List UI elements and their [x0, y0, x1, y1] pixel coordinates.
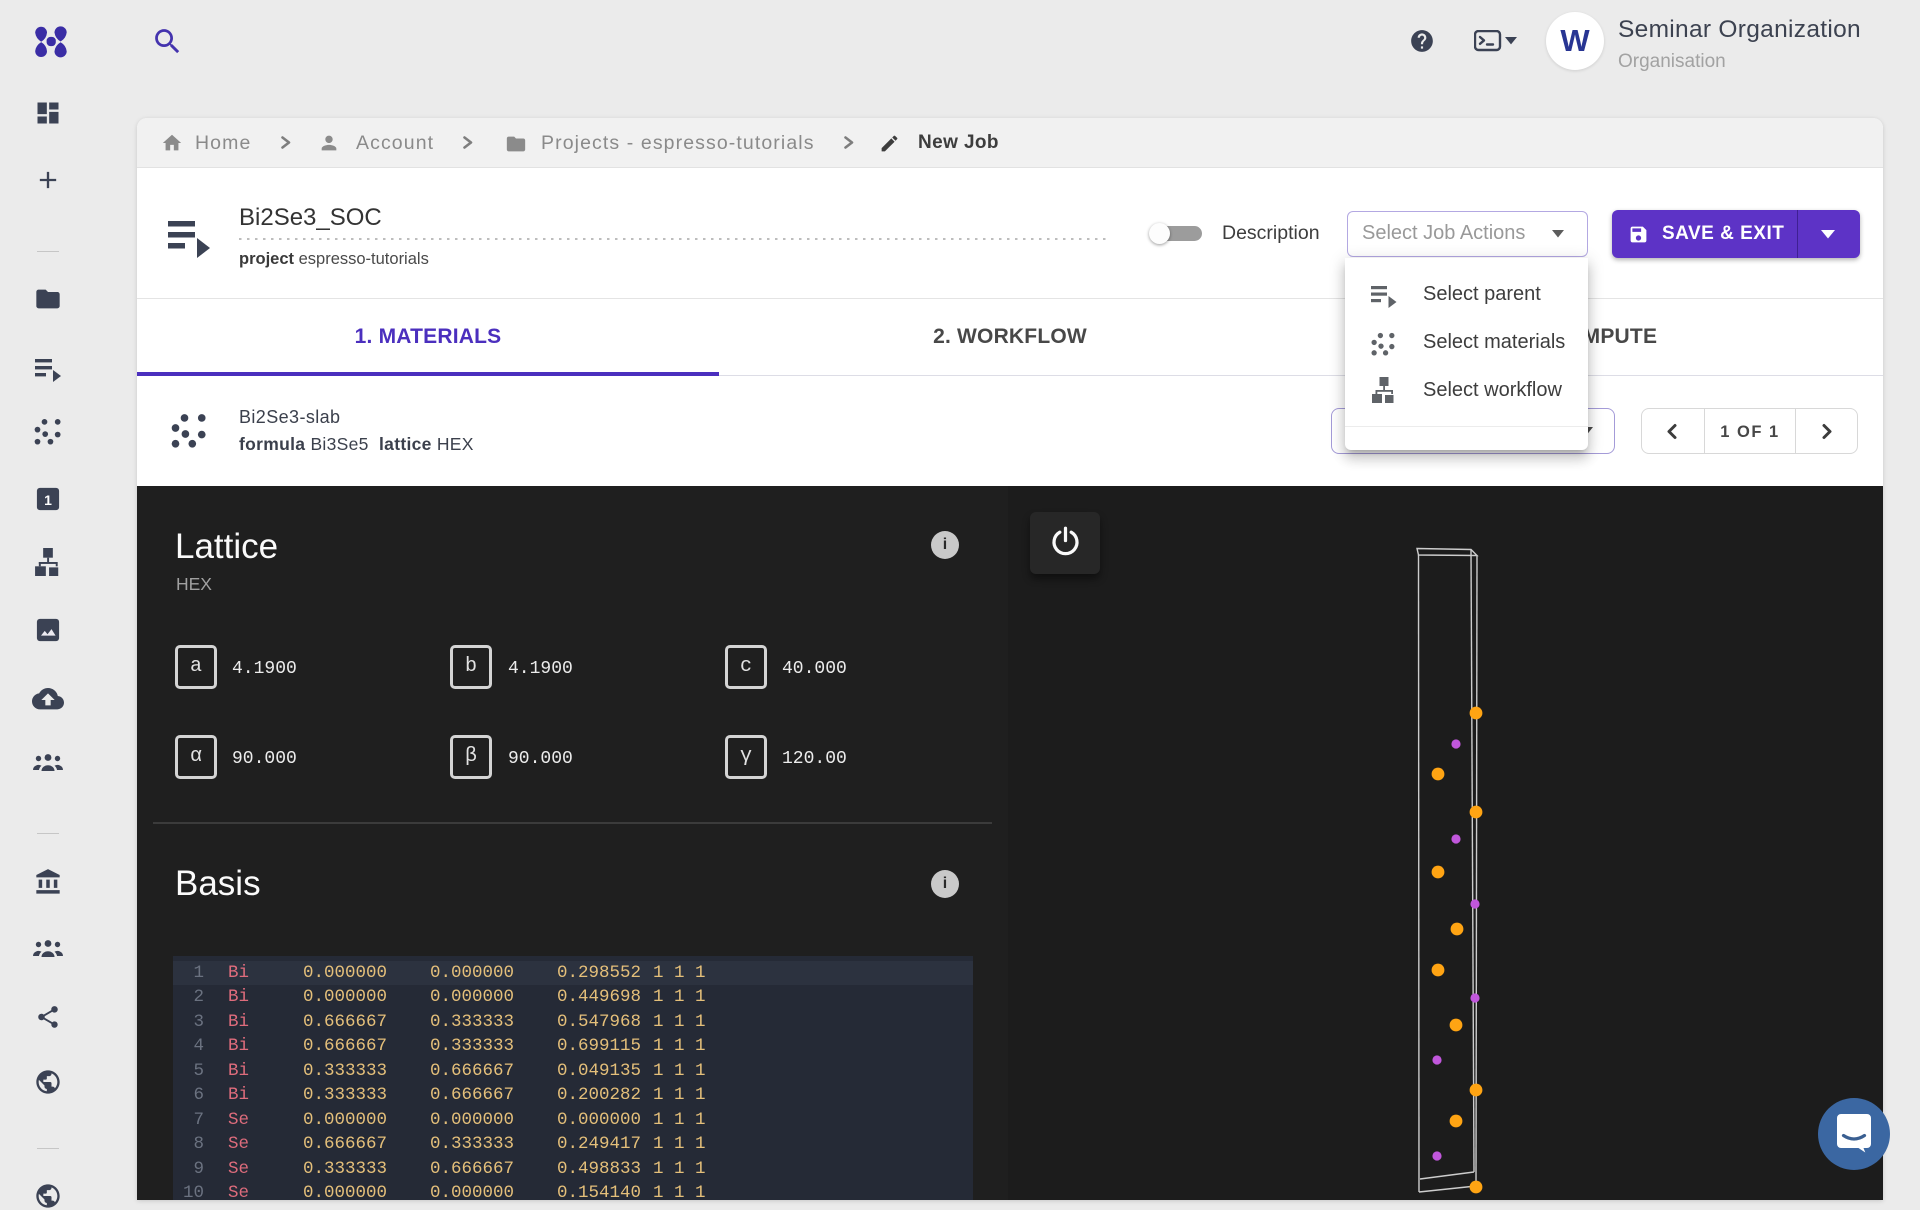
- svg-text:1: 1: [44, 492, 52, 508]
